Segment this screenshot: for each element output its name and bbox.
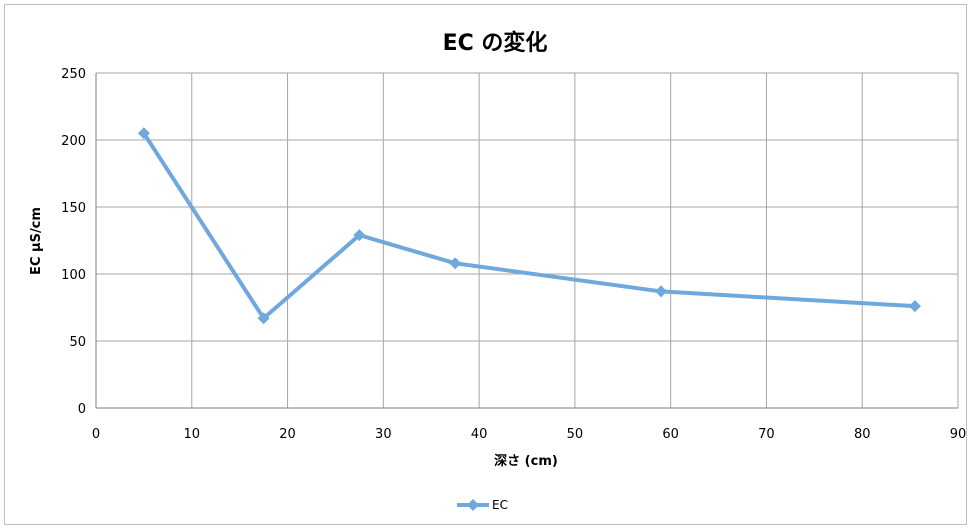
x-tick-label: 90 <box>950 427 967 442</box>
data-point-marker <box>655 285 668 298</box>
y-tick-labels: 0 50 100 150 200 250 <box>61 67 86 417</box>
data-point-marker <box>908 300 921 313</box>
legend-label-ec: EC <box>492 498 508 512</box>
grid <box>96 72 959 408</box>
x-tick-label: 10 <box>184 427 201 442</box>
x-axis-label: 深さ (cm) <box>494 453 558 469</box>
x-tick-labels: 0 10 20 30 40 50 60 70 80 90 <box>92 427 966 442</box>
axes <box>95 73 958 409</box>
y-tick-label: 50 <box>69 335 86 350</box>
data-point-marker <box>353 229 366 242</box>
y-tick-label: 100 <box>61 268 86 283</box>
x-tick-label: 0 <box>92 427 100 442</box>
chart-title: EC の変化 <box>443 30 548 56</box>
x-tick-label: 70 <box>758 427 775 442</box>
series-layer <box>137 127 921 325</box>
x-tick-label: 20 <box>279 427 296 442</box>
data-point-marker <box>257 312 270 325</box>
x-tick-label: 30 <box>375 427 392 442</box>
x-tick-label: 50 <box>567 427 584 442</box>
data-point-marker <box>449 257 462 270</box>
legend: EC <box>457 498 508 512</box>
chart-frame <box>4 4 967 525</box>
x-tick-label: 80 <box>854 427 871 442</box>
series-line-ec <box>141 131 917 321</box>
x-tick-label: 60 <box>662 427 679 442</box>
data-point-marker <box>137 127 150 140</box>
y-tick-label: 150 <box>61 201 86 216</box>
y-tick-label: 0 <box>78 402 86 417</box>
y-axis-label: EC µS/cm <box>29 207 44 275</box>
x-tick-label: 40 <box>471 427 488 442</box>
legend-diamond-marker <box>467 499 479 511</box>
y-tick-label: 200 <box>61 134 86 149</box>
y-tick-label: 250 <box>61 67 86 82</box>
